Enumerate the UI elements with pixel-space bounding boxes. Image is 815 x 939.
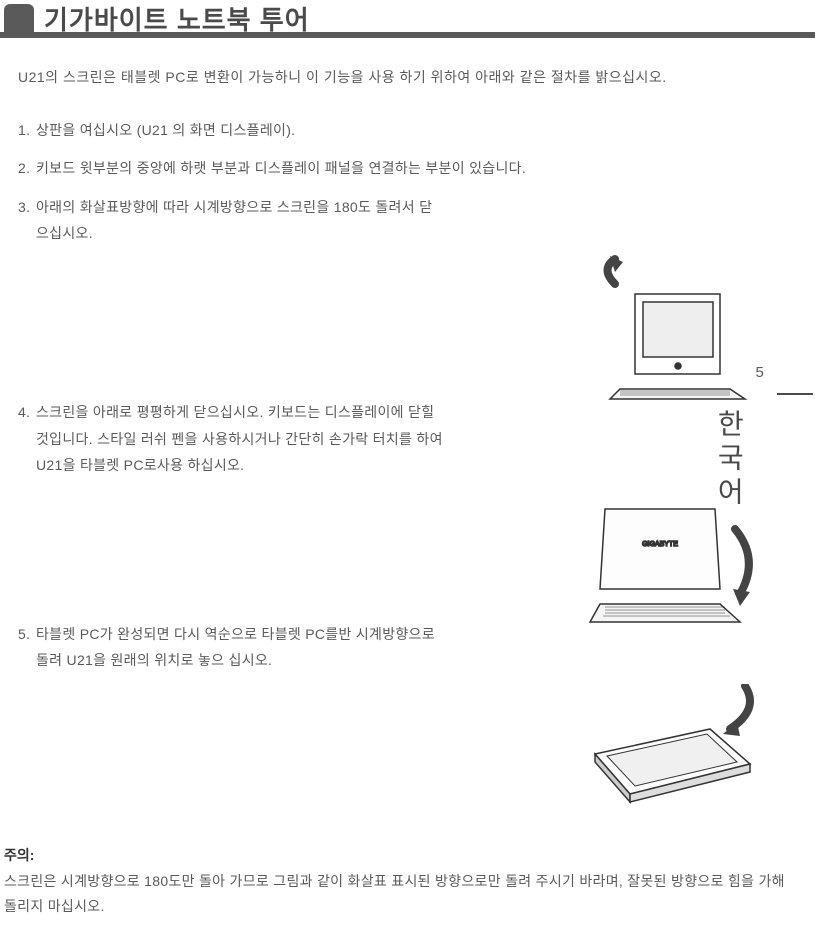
language-label: 한국어 bbox=[712, 409, 746, 511]
step-number: 5. bbox=[18, 621, 36, 648]
brand-label: GIGABYTE bbox=[642, 541, 678, 548]
warning-title: 주의: bbox=[4, 845, 797, 865]
illustration-tablet bbox=[565, 684, 775, 824]
page-title: 기가바이트 노트북 투어 bbox=[44, 0, 310, 37]
page-side-marker: 5 한국어 bbox=[706, 364, 813, 511]
step-text: 스크린을 아래로 평평하게 닫으십시오. 키보드는 디스플레이에 닫힐 것입니다… bbox=[36, 399, 446, 479]
step-2: 2. 키보드 윗부분의 중앙에 하랫 부분과 디스플레이 패널을 연결하는 부분… bbox=[18, 155, 797, 182]
step-text: 키보드 윗부분의 중앙에 하랫 부분과 디스플레이 패널을 연결하는 부분이 있… bbox=[36, 155, 797, 182]
step-number: 1. bbox=[18, 117, 36, 144]
header-tab bbox=[4, 4, 34, 38]
step-number: 4. bbox=[18, 399, 36, 426]
step-text: 상판을 여십시오 (U21 의 화면 디스플레이). bbox=[36, 117, 797, 144]
step-text: 타블렛 PC가 완성되면 다시 역순으로 타블렛 PC를반 시계방향으로 돌려 … bbox=[36, 621, 446, 674]
page-number: 5 bbox=[706, 364, 813, 381]
page-header: 기가바이트 노트북 투어 bbox=[0, 4, 815, 52]
warning-text: 스크린은 시계방향으로 180도만 돌아 가므로 그림과 같이 화살표 표시된 … bbox=[4, 869, 797, 919]
intro-text: U21의 스크린은 태블렛 PC로 변환이 가능하니 이 기능을 사용 하기 위… bbox=[18, 64, 797, 91]
step-3: 3. 아래의 화살표방향에 따라 시계방향으로 스크린을 180도 돌려서 닫 … bbox=[18, 194, 797, 247]
step-number: 2. bbox=[18, 155, 36, 182]
step-number: 3. bbox=[18, 194, 36, 221]
warning-block: 주의: 스크린은 시계방향으로 180도만 돌아 가므로 그림과 같이 화살표 … bbox=[4, 845, 797, 919]
divider bbox=[777, 393, 813, 395]
step-text: 아래의 화살표방향에 따라 시계방향으로 스크린을 180도 돌려서 닫 으십시… bbox=[36, 194, 446, 247]
step-1: 1. 상판을 여십시오 (U21 의 화면 디스플레이). bbox=[18, 117, 797, 144]
